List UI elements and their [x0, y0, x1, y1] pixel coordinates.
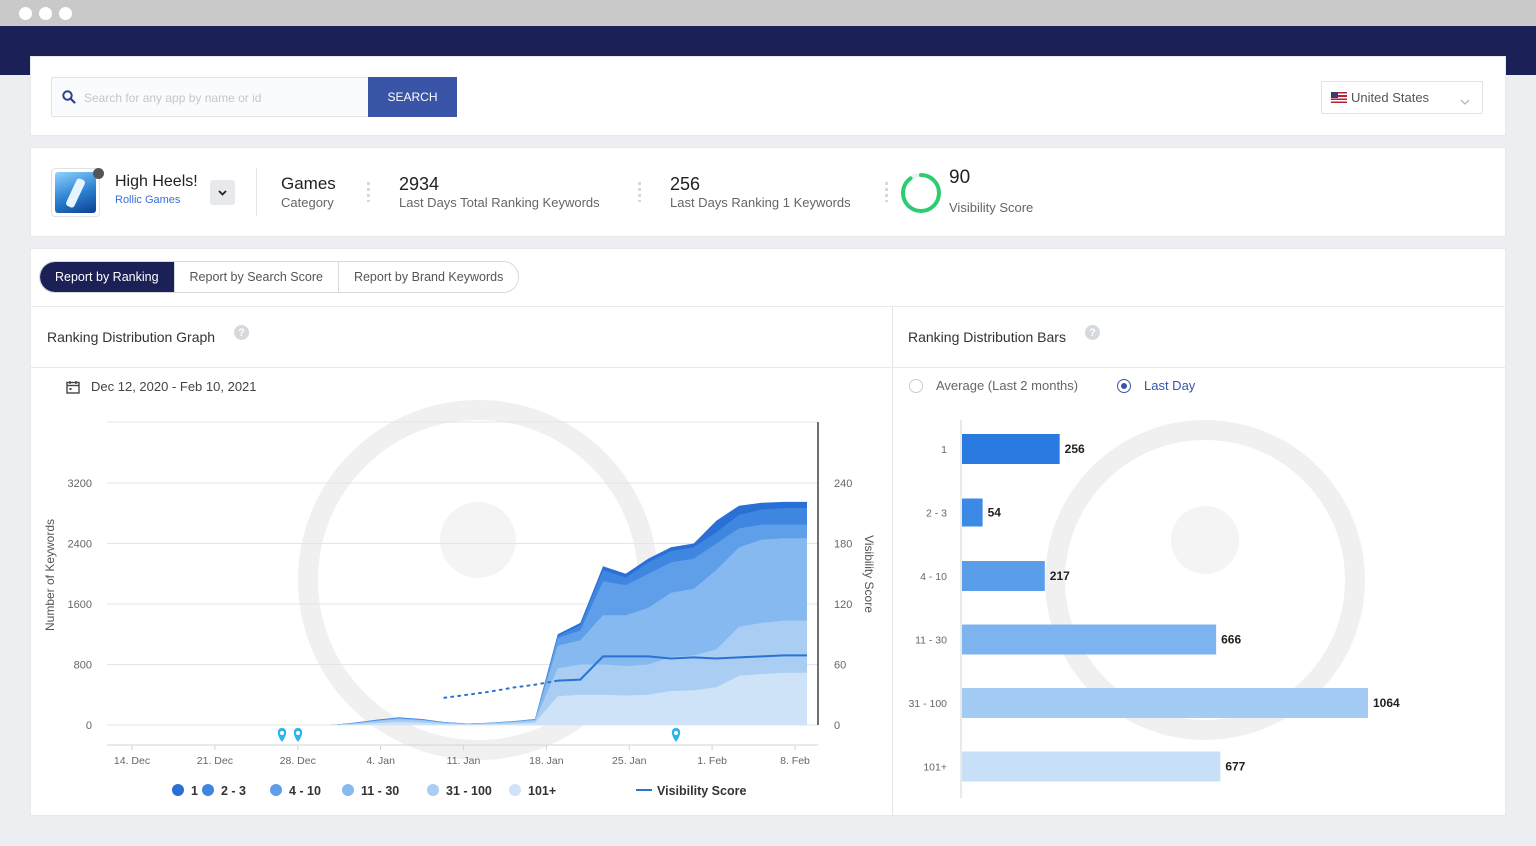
apple-icon — [93, 168, 104, 179]
minimize-window-dot[interactable] — [39, 7, 52, 20]
visibility-score-value: 90 — [949, 167, 971, 188]
close-window-dot[interactable] — [19, 7, 32, 20]
graph-title: Ranking Distribution Graph — [47, 329, 216, 345]
rank1-keywords-value: 256 — [670, 174, 701, 194]
date-range-picker[interactable]: Dec 12, 2020 - Feb 10, 2021 — [66, 379, 257, 394]
divider — [31, 306, 1505, 307]
window-titlebar — [0, 0, 1536, 26]
search-input[interactable] — [84, 87, 364, 109]
search-icon — [62, 90, 76, 109]
us-flag-icon — [1331, 92, 1347, 103]
divider-grip — [367, 182, 370, 202]
visibility-score-label: Visibility Score — [949, 200, 1034, 215]
radio-average-last-2-months[interactable] — [909, 379, 923, 393]
search-field[interactable] — [51, 77, 369, 117]
radio-last-day[interactable] — [1117, 379, 1131, 393]
tab-report-by-search-score[interactable]: Report by Search Score — [174, 262, 339, 292]
panel-divider — [892, 306, 893, 816]
app-info-card: High Heels! Rollic Games Games Category … — [30, 147, 1506, 237]
country-label: United States — [1351, 90, 1430, 105]
radio-average-label: Average (Last 2 months) — [936, 378, 1079, 393]
caret-down-icon — [218, 189, 227, 196]
divider-grip — [638, 182, 641, 202]
maximize-window-dot[interactable] — [59, 7, 72, 20]
total-keywords-value: 2934 — [399, 174, 440, 194]
tab-report-by-ranking[interactable]: Report by Ranking — [40, 262, 175, 292]
divider — [256, 168, 257, 216]
tab-report-by-brand-keywords[interactable]: Report by Brand Keywords — [338, 262, 519, 292]
calendar-icon — [66, 380, 80, 394]
divider — [31, 367, 892, 368]
category-label: Category — [281, 195, 334, 210]
app-developer-link[interactable]: Rollic Games — [115, 194, 181, 206]
app-switch-dropdown[interactable] — [210, 180, 235, 205]
radio-last-day-label: Last Day — [1144, 378, 1196, 393]
chevron-down-icon — [1460, 93, 1470, 108]
visibility-score-ring — [901, 173, 941, 213]
divider-grip — [885, 182, 888, 202]
app-icon[interactable] — [51, 168, 100, 217]
total-keywords-label: Last Days Total Ranking Keywords — [399, 195, 600, 210]
date-range-text: Dec 12, 2020 - Feb 10, 2021 — [91, 379, 257, 394]
search-card: SEARCH United States — [30, 56, 1506, 136]
category-value: Games — [281, 174, 336, 193]
help-icon[interactable]: ? — [1085, 325, 1100, 340]
help-icon[interactable]: ? — [234, 325, 249, 340]
rank1-keywords-label: Last Days Ranking 1 Keywords — [670, 195, 851, 210]
report-tabs: Report by Ranking Report by Search Score… — [39, 261, 520, 293]
divider — [892, 367, 1505, 368]
report-card: Report by Ranking Report by Search Score… — [30, 248, 1506, 816]
app-name: High Heels! — [115, 173, 198, 190]
country-select[interactable]: United States — [1321, 81, 1483, 114]
bars-title: Ranking Distribution Bars — [908, 329, 1066, 345]
search-button[interactable]: SEARCH — [368, 77, 457, 117]
